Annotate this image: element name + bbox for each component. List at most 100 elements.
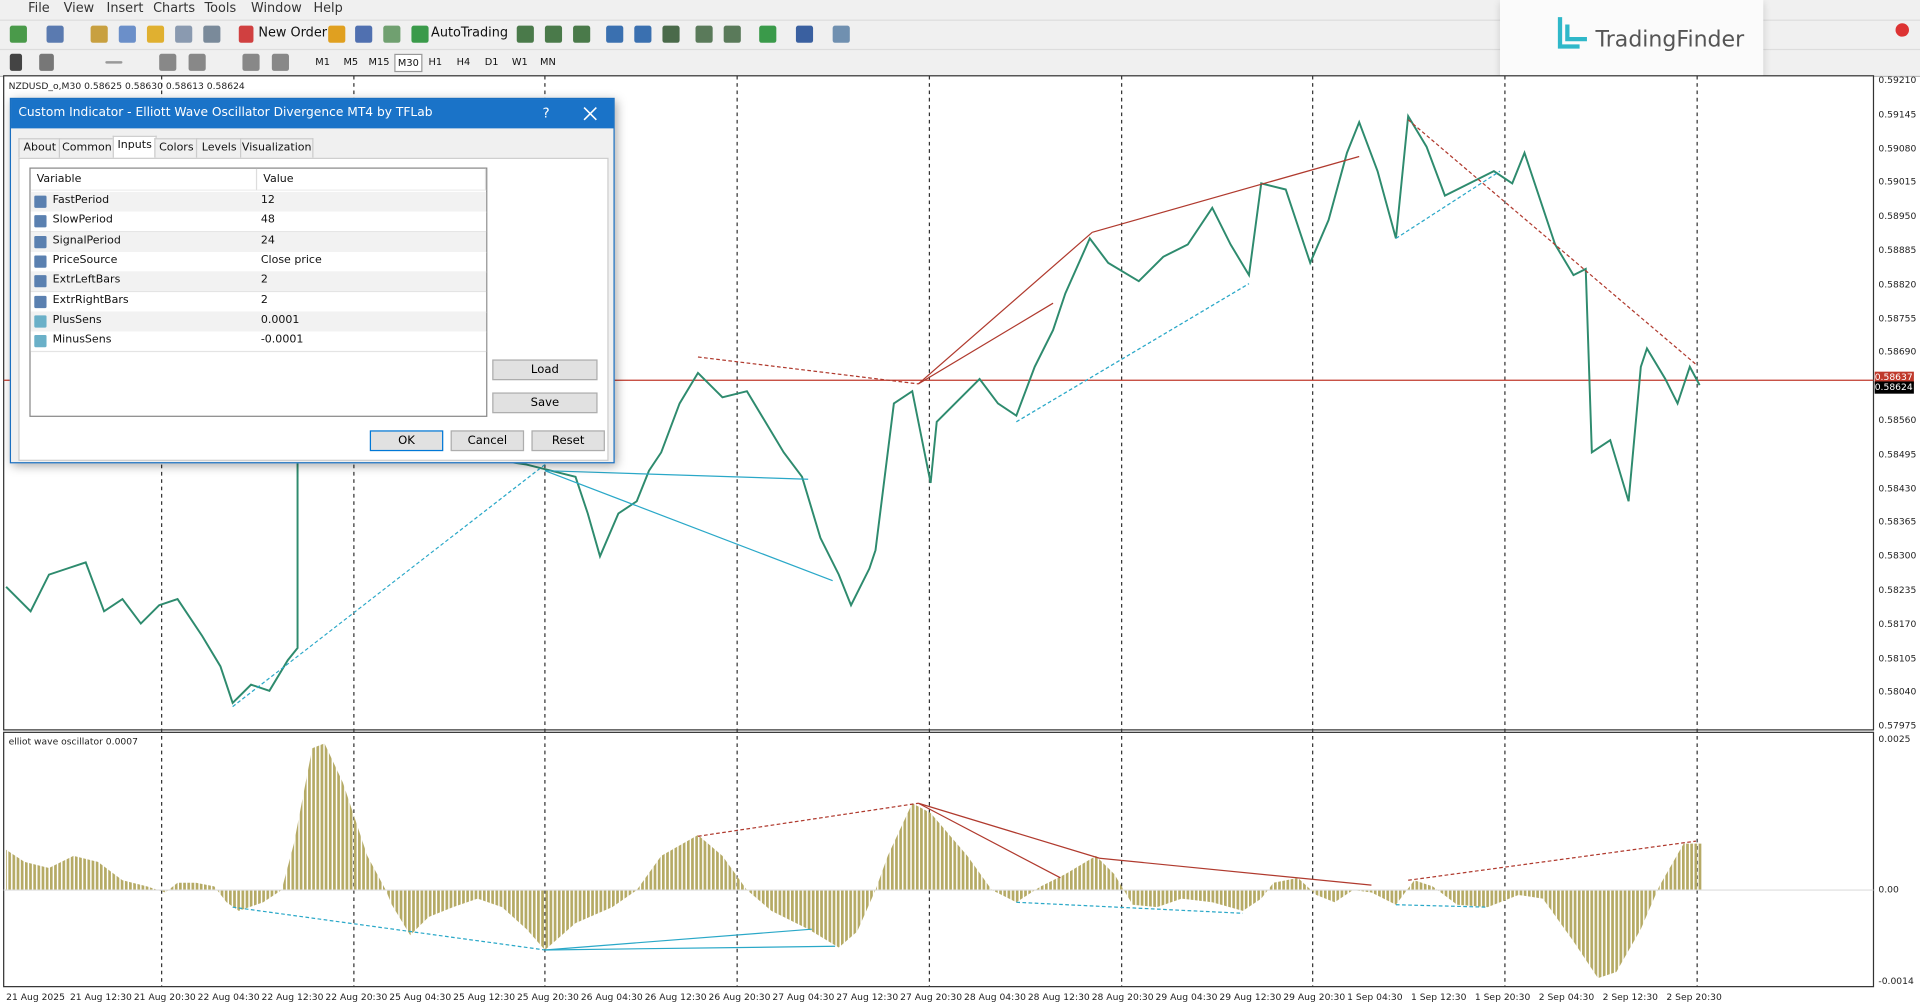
timeframe-button[interactable]: W1	[511, 56, 528, 68]
brand-logo	[1557, 17, 1587, 49]
price-path	[5, 113, 1701, 705]
time-label: 29 Aug 04:30	[1155, 991, 1218, 1003]
table-row	[30, 331, 487, 353]
icon[interactable]	[175, 25, 193, 43]
timeframe-button[interactable]: M30	[394, 53, 423, 73]
price-label: 0.58235	[1878, 584, 1917, 596]
input-value[interactable]: 48	[260, 214, 275, 227]
icon[interactable]	[383, 25, 401, 43]
icon[interactable]	[759, 25, 777, 43]
timeframe-button[interactable]: MN	[540, 56, 556, 68]
input-name: FastPeriod	[52, 194, 110, 207]
input-name: ExtrLeftBars	[52, 274, 121, 287]
icon[interactable]	[832, 25, 850, 43]
input-value[interactable]: 24	[260, 234, 275, 247]
tab[interactable]: Common	[58, 138, 116, 158]
price-label: 0.58170	[1878, 618, 1917, 630]
icon[interactable]	[606, 25, 624, 43]
input-value[interactable]: 12	[260, 194, 275, 207]
menu-item[interactable]: Charts	[153, 1, 196, 16]
dialog-button[interactable]: Load	[492, 359, 598, 381]
dialog-titlebar	[11, 99, 614, 129]
icon[interactable]	[188, 53, 206, 71]
icon[interactable]	[118, 25, 136, 43]
icon[interactable]	[544, 25, 563, 43]
icon[interactable]	[9, 25, 27, 43]
time-label: 28 Aug 20:30	[1091, 991, 1154, 1003]
timeframe-button[interactable]: M5	[343, 56, 359, 68]
icon[interactable]	[39, 53, 54, 71]
time-label: 26 Aug 20:30	[708, 991, 771, 1003]
timeframe-button[interactable]: M1	[315, 56, 331, 68]
dialog-button[interactable]: Save	[492, 392, 598, 414]
icon[interactable]	[238, 25, 254, 43]
help-button[interactable]: ?	[542, 105, 550, 122]
menu-item[interactable]: Window	[251, 1, 302, 16]
price-label: 0.59080	[1878, 142, 1917, 154]
input-name: MinusSens	[52, 333, 112, 347]
icon[interactable]	[723, 25, 741, 43]
icon[interactable]	[634, 25, 652, 43]
tab[interactable]: Levels	[195, 138, 243, 158]
input-value[interactable]: -0.0001	[260, 333, 304, 347]
icon[interactable]	[695, 25, 713, 43]
close-button[interactable]	[583, 106, 598, 121]
tab[interactable]: About	[18, 138, 62, 158]
input-value[interactable]: 2	[260, 274, 268, 287]
icon[interactable]	[795, 25, 814, 43]
dialog-button[interactable]: Reset	[531, 430, 605, 452]
icon[interactable]	[105, 61, 123, 64]
time-label: 21 Aug 20:30	[133, 991, 196, 1003]
icon[interactable]	[146, 25, 165, 43]
time-label: 21 Aug 12:30	[69, 991, 132, 1003]
type-icon	[34, 335, 47, 348]
dialog-button[interactable]: Cancel	[450, 430, 525, 452]
icon[interactable]	[328, 25, 346, 43]
time-label: 25 Aug 04:30	[389, 991, 452, 1003]
icon[interactable]	[9, 53, 23, 71]
time-label: 2 Sep 20:30	[1666, 991, 1722, 1003]
price-label: 0.58560	[1878, 414, 1917, 426]
menu-item[interactable]: Tools	[204, 1, 237, 16]
input-value[interactable]: 2	[260, 294, 268, 307]
icon[interactable]	[242, 53, 260, 71]
type-icon	[34, 235, 47, 248]
icon[interactable]	[662, 25, 680, 43]
menu-item[interactable]: Insert	[106, 1, 144, 16]
price-label: 0.58950	[1878, 210, 1917, 222]
autotrading-button[interactable]: AutoTrading	[431, 25, 509, 41]
icon[interactable]	[46, 25, 64, 43]
timeframe-button[interactable]: H1	[428, 56, 443, 68]
icon[interactable]	[355, 25, 373, 43]
timeframe-button[interactable]: H4	[456, 56, 471, 68]
menu-item[interactable]: File	[28, 1, 50, 16]
notification[interactable]	[1895, 23, 1909, 37]
menu-item[interactable]: View	[63, 1, 95, 16]
icon[interactable]	[159, 53, 177, 71]
icon[interactable]	[516, 25, 534, 43]
indicator-label: -0.0014	[1878, 975, 1914, 987]
timeframe-button[interactable]: D1	[484, 56, 499, 68]
new-order-button[interactable]: New Order	[258, 25, 328, 41]
time-label: 27 Aug 12:30	[836, 991, 899, 1003]
tab[interactable]: Visualization	[240, 138, 314, 158]
type-icon	[34, 315, 47, 328]
tab[interactable]: Colors	[154, 138, 199, 158]
dialog-button[interactable]: OK	[369, 430, 444, 452]
time-label: 27 Aug 04:30	[772, 991, 835, 1003]
icon[interactable]	[271, 53, 289, 71]
input-value[interactable]: 0.0001	[260, 313, 300, 327]
input-value[interactable]: Close price	[260, 254, 322, 267]
icon[interactable]	[411, 25, 429, 43]
time-label: 29 Aug 20:30	[1283, 991, 1346, 1003]
timeframe-button[interactable]: M15	[368, 56, 390, 68]
tab[interactable]: Inputs	[112, 135, 157, 159]
line-price-label: 0.58637	[1874, 371, 1914, 384]
icon[interactable]	[90, 25, 108, 43]
icon[interactable]	[573, 25, 591, 43]
time-label: 26 Aug 12:30	[644, 991, 707, 1003]
menu-item[interactable]: Help	[313, 1, 343, 16]
icon[interactable]	[203, 25, 221, 43]
type-icon	[34, 255, 47, 268]
